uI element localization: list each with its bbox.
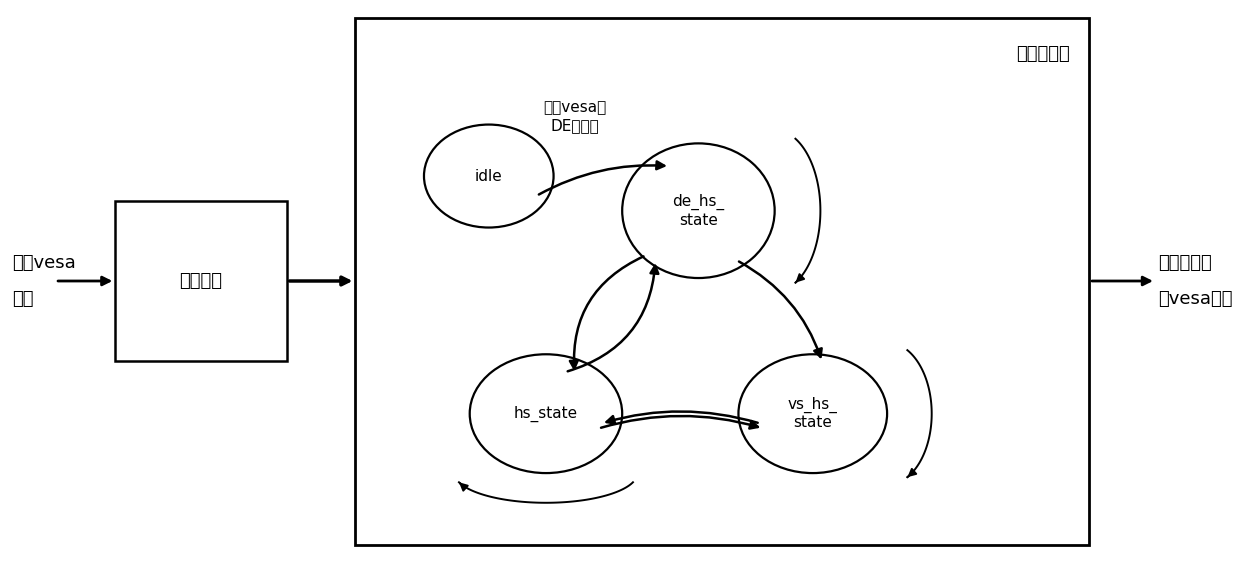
Text: 时序: 时序 [12, 290, 33, 308]
Text: 输出相对标: 输出相对标 [1158, 254, 1211, 272]
Text: 准vesa时序: 准vesa时序 [1158, 290, 1233, 308]
Text: 同步处理: 同步处理 [180, 272, 222, 290]
Bar [356, 17, 1089, 545]
Text: 输入vesa的
DE上升沿: 输入vesa的 DE上升沿 [543, 101, 606, 133]
Ellipse shape [739, 354, 887, 473]
Text: vs_hs_
state: vs_hs_ state [787, 397, 838, 430]
Bar [115, 201, 286, 361]
Ellipse shape [424, 125, 553, 228]
Text: 输入vesa: 输入vesa [12, 254, 76, 272]
Ellipse shape [622, 143, 775, 278]
Text: 状态机处理: 状态机处理 [1017, 46, 1070, 64]
Text: de_hs_
state: de_hs_ state [672, 194, 724, 228]
Ellipse shape [470, 354, 622, 473]
Text: idle: idle [475, 169, 502, 184]
Text: hs_state: hs_state [513, 406, 578, 422]
